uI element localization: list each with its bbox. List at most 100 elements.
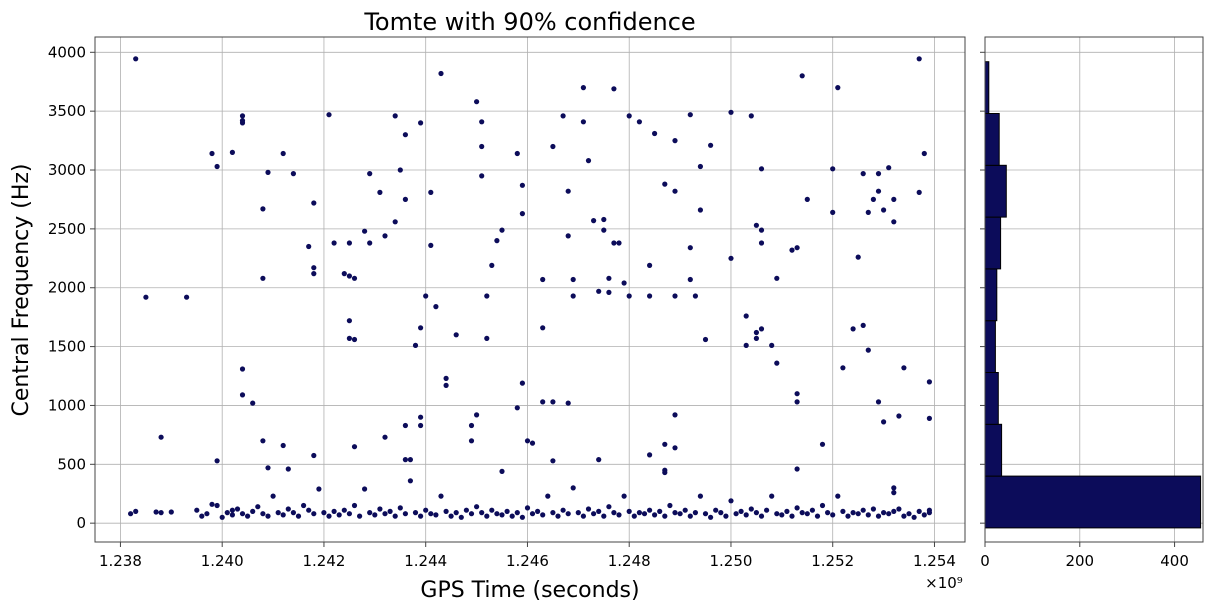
x-tick-label: 1.246 (506, 552, 549, 570)
scatter-point (524, 438, 531, 444)
chart-title: Tomte with 90% confidence (363, 8, 695, 36)
scatter-point (453, 332, 459, 338)
scatter-point (133, 508, 139, 514)
histogram-grid (984, 37, 1203, 542)
scatter-point (392, 219, 398, 225)
scatter-point (565, 233, 571, 239)
scatter-point (647, 293, 653, 299)
scatter-point (550, 143, 556, 150)
hist-x-tick-label: 200 (1065, 552, 1094, 570)
scatter-point (326, 513, 332, 519)
scatter-point (896, 506, 902, 512)
scatter-point (794, 245, 800, 251)
scatter-point (514, 150, 520, 157)
scatter-point (845, 513, 851, 519)
histogram-bar (984, 61, 990, 114)
scatter-point (891, 219, 897, 225)
scatter-point (346, 511, 352, 517)
scatter-point (260, 438, 266, 444)
scatter-point (611, 240, 617, 246)
scatter-point (626, 293, 632, 299)
scatter-point (809, 507, 816, 513)
scatter-point (311, 511, 317, 517)
scatter-point (295, 513, 302, 519)
y-tick-label: 3000 (48, 161, 86, 179)
scatter-point (489, 507, 495, 513)
scatter-point (865, 347, 871, 353)
scatter-point (351, 275, 358, 281)
scatter-point (601, 216, 607, 223)
scatter-point (357, 513, 363, 519)
scatter-points (128, 56, 933, 520)
scatter-point (382, 233, 388, 239)
scatter-point (835, 493, 841, 499)
scatter-point (438, 493, 444, 499)
scatter-point (840, 365, 846, 371)
scatter-point (606, 289, 612, 295)
y-tick-label: 2500 (48, 220, 86, 238)
scatter-point (209, 501, 215, 507)
scatter-point (896, 413, 902, 419)
scatter-point (346, 335, 352, 341)
scatter-point (819, 502, 826, 509)
scatter-grid (95, 37, 965, 542)
y-tick-label: 4000 (48, 43, 86, 61)
scatter-point (204, 511, 210, 517)
scatter-point (830, 166, 836, 172)
scatter-point (479, 509, 485, 516)
scatter-point (697, 493, 704, 499)
scatter-point (326, 112, 332, 118)
scatter-point (789, 513, 795, 519)
scatter-point (621, 493, 627, 499)
scatter-point (901, 365, 907, 371)
scatter-point (916, 508, 922, 514)
scatter-point (850, 509, 856, 516)
histogram-bar (984, 113, 1000, 166)
scatter-point (362, 486, 368, 492)
scatter-point (875, 399, 882, 405)
scatter-point (255, 504, 261, 510)
scatter-point (418, 325, 424, 331)
scatter-point (514, 405, 520, 411)
scatter-point (428, 242, 434, 248)
scatter-point (662, 469, 668, 476)
scatter-point (840, 508, 846, 514)
scatter-point (382, 434, 388, 440)
scatter-point (662, 181, 668, 187)
scatter-point (265, 513, 271, 519)
scatter-point (575, 509, 581, 516)
scatter-point (855, 511, 861, 517)
scatter-point (697, 163, 704, 170)
scatter-point (519, 211, 526, 217)
scatter-point (616, 512, 622, 518)
scatter-point (748, 506, 754, 512)
scatter-point (606, 275, 612, 281)
scatter-point (245, 513, 251, 519)
scatter-point (367, 509, 373, 516)
scatter-point (672, 138, 678, 144)
scatter-point (753, 509, 760, 516)
scatter-point (708, 142, 714, 148)
scatter-point (769, 493, 775, 499)
scatter-point (758, 326, 765, 332)
histogram-y-axis (980, 51, 985, 524)
scatter-point (346, 240, 352, 246)
scatter-point (647, 452, 653, 458)
histogram-bar (984, 475, 1202, 529)
scatter-point (397, 505, 403, 511)
scatter-point (402, 457, 408, 463)
scatter-point (891, 490, 897, 496)
x-tick-label: 1.242 (302, 552, 345, 570)
scatter-point (565, 511, 571, 517)
histogram-bar (984, 216, 1002, 270)
scatter-point (560, 113, 566, 119)
scatter-point (239, 392, 246, 398)
scatter-point (184, 294, 190, 300)
scatter-point (692, 293, 699, 299)
scatter-point (351, 336, 358, 343)
scatter-point (672, 445, 678, 451)
scatter-point (601, 227, 607, 233)
scatter-point (260, 511, 266, 517)
scatter-point (260, 275, 266, 281)
scatter-point (702, 511, 709, 517)
